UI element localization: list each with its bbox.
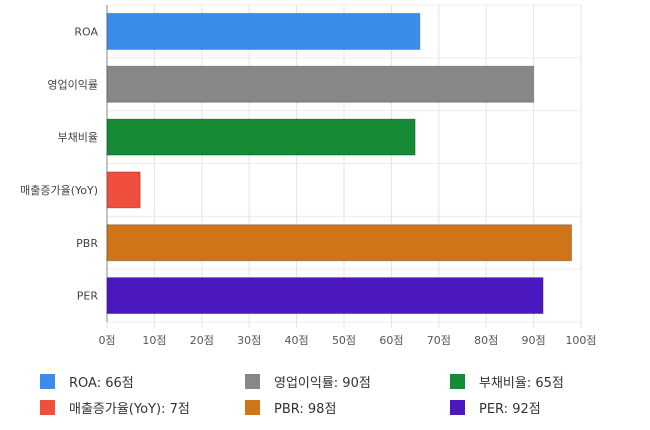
x-tick-label: 60점 bbox=[379, 334, 403, 347]
legend-label: PBR: 98점 bbox=[274, 401, 337, 417]
x-tick-label: 40점 bbox=[285, 334, 309, 347]
bar bbox=[106, 277, 544, 315]
legend-item-roa[interactable]: ROA: 66점 bbox=[40, 372, 245, 391]
legend-swatch bbox=[40, 399, 55, 415]
chart-legend: ROA: 66점 영업이익률: 90점 부채비율: 65점 매출증가율(YoY)… bbox=[40, 372, 640, 417]
legend-item-sales-growth[interactable]: 매출증가율(YoY): 7점 bbox=[40, 398, 245, 417]
legend-label: 매출증가율(YoY): 7점 bbox=[69, 401, 190, 417]
legend-label: 영업이익률: 90점 bbox=[274, 375, 371, 391]
legend-item-debt-ratio[interactable]: 부채비율: 65점 bbox=[450, 372, 640, 391]
x-tick-label: 80점 bbox=[474, 334, 498, 347]
y-tick-label: PBR bbox=[76, 237, 98, 250]
x-tick-label: 50점 bbox=[332, 334, 356, 347]
legend-item-operating-margin[interactable]: 영업이익률: 90점 bbox=[245, 372, 450, 391]
y-tick-label: 매출증가율(YoY) bbox=[20, 184, 98, 197]
legend-label: 부채비율: 65점 bbox=[479, 375, 564, 391]
legend-label: PER: 92점 bbox=[479, 401, 541, 417]
legend-swatch bbox=[450, 373, 465, 389]
y-tick-label: ROA bbox=[74, 25, 98, 38]
bar bbox=[106, 12, 421, 50]
legend-swatch bbox=[450, 399, 465, 415]
legend-swatch bbox=[245, 399, 260, 415]
x-tick-label: 100점 bbox=[565, 334, 596, 347]
legend-swatch bbox=[245, 373, 260, 389]
x-tick-label: 0점 bbox=[98, 334, 115, 347]
legend-label: ROA: 66점 bbox=[69, 375, 134, 391]
y-tick-label: PER bbox=[77, 290, 99, 303]
bar bbox=[106, 171, 141, 209]
y-tick-label: 부채비율 bbox=[58, 131, 98, 144]
bar bbox=[106, 118, 416, 156]
x-tick-label: 20점 bbox=[190, 334, 214, 347]
legend-item-per[interactable]: PER: 92점 bbox=[450, 398, 640, 417]
x-tick-label: 90점 bbox=[522, 334, 546, 347]
x-tick-label: 30점 bbox=[237, 334, 261, 347]
x-tick-label: 70점 bbox=[427, 334, 451, 347]
y-tick-label: 영업이익률 bbox=[47, 78, 98, 91]
bar bbox=[106, 224, 573, 262]
x-tick-label: 10점 bbox=[142, 334, 166, 347]
legend-swatch bbox=[40, 373, 55, 389]
bar bbox=[106, 65, 535, 103]
legend-item-pbr[interactable]: PBR: 98점 bbox=[245, 398, 450, 417]
